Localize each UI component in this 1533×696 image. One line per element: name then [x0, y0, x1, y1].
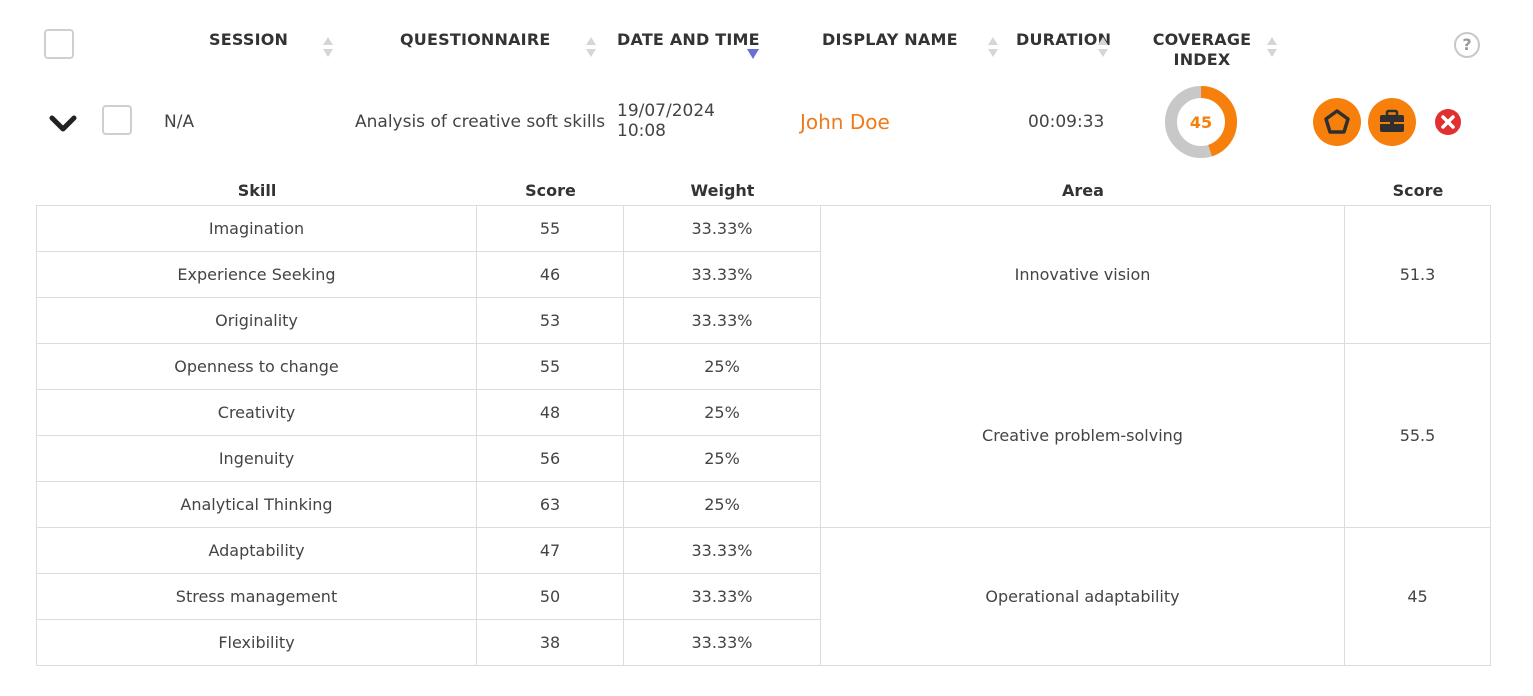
skill-weight: 33.33% [623, 297, 821, 344]
skill-name: Adaptability [36, 527, 477, 574]
skill-name: Experience Seeking [36, 251, 477, 298]
skill-weight: 33.33% [623, 251, 821, 298]
coverage-header-line1: COVERAGE [1152, 30, 1252, 49]
skills-header-area: Area [1062, 181, 1104, 200]
time-value: 10:08 [617, 121, 666, 141]
table-row: Experience Seeking 46 33.33% [36, 251, 1491, 298]
sort-display-name-icon[interactable] [988, 37, 998, 59]
chevron-down-icon[interactable] [49, 113, 77, 133]
table-row: Stress management 50 33.33% [36, 573, 1491, 620]
pentagon-action-button[interactable] [1313, 98, 1361, 146]
table-row: Adaptability 47 33.33% Operational adapt… [36, 527, 1491, 666]
questionnaire-value: Analysis of creative soft skills [355, 112, 606, 132]
sort-questionnaire-icon[interactable] [586, 37, 596, 59]
skill-weight: 25% [623, 435, 821, 482]
briefcase-action-button[interactable] [1368, 98, 1416, 146]
area-score: 51.3 [1344, 205, 1491, 344]
skills-header-area-score: Score [1392, 181, 1444, 200]
help-icon[interactable]: ? [1454, 32, 1480, 58]
close-circle-icon[interactable] [1434, 108, 1462, 136]
skills-table: Imagination 55 33.33% Innovative vision … [36, 205, 1491, 666]
sort-session-icon[interactable] [323, 37, 333, 59]
skill-weight: 25% [623, 343, 821, 390]
col-header-display-name[interactable]: DISPLAY NAME [822, 30, 958, 49]
skills-header-skill: Skill [237, 181, 277, 200]
sort-coverage-icon[interactable] [1267, 37, 1277, 59]
skill-score: 48 [476, 389, 624, 436]
date-value: 19/07/2024 [617, 101, 715, 121]
date-time-value: 19/07/2024 10:08 [617, 101, 715, 141]
skill-score: 56 [476, 435, 624, 482]
table-row: Imagination 55 33.33% Innovative vision … [36, 205, 1491, 344]
pentagon-icon [1324, 109, 1350, 134]
skill-score: 53 [476, 297, 624, 344]
skill-name: Openness to change [36, 343, 477, 390]
skill-name: Stress management [36, 573, 477, 620]
skills-header-score: Score [525, 181, 576, 200]
skill-weight: 25% [623, 481, 821, 528]
area-name: Operational adaptability [820, 527, 1345, 666]
coverage-header-line2: INDEX [1173, 50, 1231, 69]
skill-weight: 33.33% [623, 527, 821, 574]
col-header-session[interactable]: SESSION [209, 30, 289, 49]
area-name: Innovative vision [820, 205, 1345, 344]
row-select-checkbox[interactable] [102, 105, 132, 135]
sort-desc-active-icon[interactable] [747, 49, 759, 59]
table-row: Openness to change 55 25% Creative probl… [36, 343, 1491, 528]
skill-weight: 33.33% [623, 619, 821, 666]
col-header-questionnaire[interactable]: QUESTIONNAIRE [400, 30, 551, 49]
skill-weight: 25% [623, 389, 821, 436]
table-row: Analytical Thinking 63 25% [36, 481, 1491, 528]
skill-name: Originality [36, 297, 477, 344]
skill-weight: 33.33% [623, 573, 821, 620]
skill-name: Ingenuity [36, 435, 477, 482]
table-row: Flexibility 38 33.33% [36, 619, 1491, 666]
table-row: Originality 53 33.33% [36, 297, 1491, 344]
coverage-value: 45 [1190, 113, 1212, 132]
skill-score: 38 [476, 619, 624, 666]
skills-header-weight: Weight [690, 181, 755, 200]
skill-score: 55 [476, 205, 624, 252]
skill-weight: 33.33% [623, 205, 821, 252]
skill-score: 55 [476, 343, 624, 390]
table-row: Creativity 48 25% [36, 389, 1491, 436]
skill-name: Imagination [36, 205, 477, 252]
briefcase-icon [1380, 109, 1404, 132]
skill-score: 46 [476, 251, 624, 298]
table-row: Ingenuity 56 25% [36, 435, 1491, 482]
skill-score: 63 [476, 481, 624, 528]
session-value: N/A [164, 112, 195, 132]
area-score: 55.5 [1344, 343, 1491, 528]
coverage-donut: 45 [1165, 86, 1237, 158]
skill-score: 47 [476, 527, 624, 574]
area-name: Creative problem-solving [820, 343, 1345, 528]
skill-name: Analytical Thinking [36, 481, 477, 528]
coverage-donut-arc [1165, 86, 1237, 158]
skill-name: Flexibility [36, 619, 477, 666]
col-header-duration[interactable]: DURATION [1016, 30, 1112, 49]
area-score: 45 [1344, 527, 1491, 666]
skill-score: 50 [476, 573, 624, 620]
duration-value: 00:09:33 [1028, 112, 1105, 132]
select-all-checkbox[interactable] [44, 29, 74, 59]
sort-duration-icon[interactable] [1098, 37, 1108, 59]
col-header-coverage-index[interactable]: COVERAGE INDEX [1148, 30, 1256, 70]
display-name-link[interactable]: John Doe [800, 110, 890, 134]
col-header-date-time[interactable]: DATE AND TIME [617, 30, 760, 49]
skill-name: Creativity [36, 389, 477, 436]
